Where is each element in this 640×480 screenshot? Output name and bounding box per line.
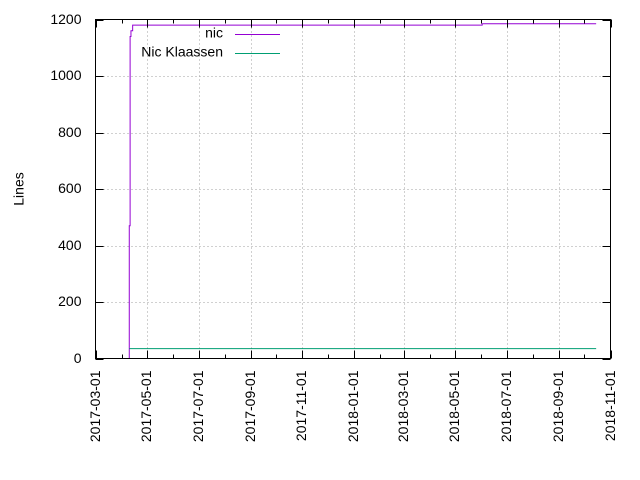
x-tick-label-7: 2018-05-01	[446, 370, 462, 442]
x-tick-label-5: 2018-01-01	[345, 370, 361, 442]
y-tick-label-5: 1000	[50, 67, 81, 83]
y-tick-label-3: 600	[58, 180, 82, 196]
y-axis-label: Lines	[11, 172, 27, 205]
tick-labels: 0 200 400 600 800 1000 1200 2017-03-01 2017-05-0…	[50, 11, 618, 442]
x-tick-label-0: 2017-03-01	[87, 370, 103, 442]
series-lines	[128, 23, 597, 359]
y-tick-label-1: 200	[58, 293, 82, 309]
series-line-0	[128, 23, 597, 359]
x-tick-label-2: 2017-07-01	[190, 370, 206, 442]
grid-lines	[95, 19, 611, 359]
plot-frame	[95, 19, 611, 359]
legend: nic Nic Klaassen	[141, 25, 280, 60]
x-tick-label-8: 2018-07-01	[498, 370, 514, 442]
x-tick-label-10: 2018-11-01	[602, 370, 618, 441]
x-tick-label-6: 2018-03-01	[395, 370, 411, 442]
legend-label-1: Nic Klaassen	[141, 44, 223, 60]
x-tick-label-1: 2017-05-01	[138, 370, 154, 442]
x-tick-label-4: 2017-11-01	[293, 370, 309, 441]
y-tick-label-2: 400	[58, 237, 82, 253]
y-tick-label-6: 1200	[50, 11, 81, 27]
x-tick-label-9: 2018-09-01	[550, 370, 566, 442]
legend-label-0: nic	[205, 25, 223, 41]
y-tick-label-0: 0	[74, 350, 82, 366]
x-tick-label-3: 2017-09-01	[242, 370, 258, 442]
axis-ticks	[95, 19, 612, 360]
y-tick-label-4: 800	[58, 124, 82, 140]
